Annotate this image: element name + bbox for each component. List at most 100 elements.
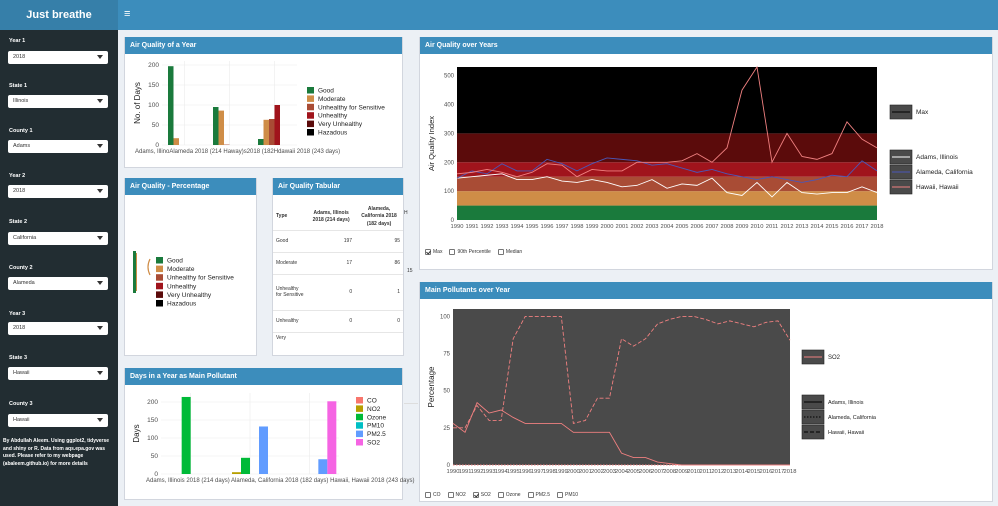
county-1-select[interactable]: Adams: [8, 140, 108, 153]
aq-year-panel: Air Quality of a Year 0 50 100 150 200 No. of…: [124, 37, 403, 168]
table-header: Alameda, California 2018 (182 days): [361, 206, 397, 227]
app-brand[interactable]: Just breathe: [0, 0, 118, 30]
table-header-row: Type Adams, Illinois 2018 (214 days) Ala…: [273, 204, 403, 230]
pollutants-chart: 0 25 50 75 100 Percentage 1990 1991 1992 1993 1994…: [427, 309, 877, 475]
table-cell: Very: [273, 331, 308, 343]
x-tick-label: 1997: [556, 224, 569, 230]
year-3-select[interactable]: 2018: [8, 322, 108, 335]
checkbox-box[interactable]: [449, 249, 456, 255]
checkbox-box[interactable]: [425, 492, 431, 498]
y-tick-label: 200: [147, 399, 158, 406]
aq-percentage-title: Air Quality - Percentage: [125, 178, 256, 195]
legend-label: Very Unhealthy: [167, 292, 212, 299]
table-header: Adams, Illinois 2018 (214 days): [312, 209, 350, 223]
x-tick-label: 2015: [747, 469, 760, 475]
checkbox-box[interactable]: [527, 492, 534, 498]
aqi-band: [457, 205, 877, 220]
table-row: Very: [273, 331, 403, 343]
x-tick-label: 2001: [579, 469, 592, 475]
bar: [173, 138, 179, 145]
table-row: Unhealthy for Sensitive 0 1: [273, 273, 403, 311]
x-tick-label: 1995: [507, 469, 520, 475]
bar: [318, 459, 328, 474]
county-3-select[interactable]: Hawaii: [8, 414, 108, 427]
state-2-select[interactable]: California: [8, 232, 108, 245]
table-row: Unhealthy 0 0: [273, 309, 403, 333]
year-1-value: 2018: [13, 54, 26, 60]
table-row: Moderate 17 86: [273, 251, 403, 275]
table-cell: [307, 331, 356, 343]
legend-key: [356, 405, 363, 412]
checkbox-box[interactable]: [497, 249, 504, 255]
bar: [168, 66, 174, 145]
pollutant-checkbox-pm10[interactable]: PM10: [556, 492, 578, 498]
checkbox-box[interactable]: [425, 249, 431, 255]
pollutant-checkbox-ozone[interactable]: Ozone: [497, 492, 521, 498]
pollutant-checkbox-co[interactable]: CO: [425, 492, 441, 498]
y-tick-label: 50: [443, 389, 450, 395]
legend-key: [307, 103, 314, 111]
y-tick-label: 0: [154, 471, 158, 478]
county-2-select[interactable]: Alameda: [8, 277, 108, 290]
table-cell: 95: [355, 229, 403, 253]
legend-key: [307, 87, 314, 94]
state-2-label: State 2: [9, 219, 28, 225]
pollutants-panel: Main Pollutants over Year 0 25 50 75 100 Perc…: [419, 282, 993, 502]
checkbox-label: Median: [505, 249, 523, 255]
x-tick-label: 2013: [796, 224, 809, 230]
state-1-select[interactable]: Illinois: [8, 95, 108, 108]
y-tick-label: 100: [148, 102, 159, 109]
chevron-down-icon: [97, 144, 103, 148]
legend-key: [307, 120, 314, 128]
county-3-value: Hawaii: [13, 417, 30, 423]
stat-checkbox-90th-percentile[interactable]: 90th Percentile: [449, 249, 491, 255]
bar: [213, 107, 219, 145]
x-tick-label: 2017: [772, 469, 785, 475]
state-3-select[interactable]: Hawaii: [8, 367, 108, 380]
county-2-label: County 2: [9, 265, 33, 271]
x-tick-label: 2011: [700, 469, 712, 475]
stat-checkbox-median[interactable]: Median: [497, 249, 523, 255]
table-cell: 0: [355, 309, 403, 333]
chevron-down-icon: [97, 418, 103, 422]
x-tick-label: 1993: [483, 469, 496, 475]
x-tick-label: 2009: [675, 469, 688, 475]
legend-label: Good: [167, 258, 183, 265]
pollutant-checkbox-pm2-5[interactable]: PM2.5: [527, 492, 550, 498]
year-1-select[interactable]: 2018: [8, 51, 108, 64]
x-tick-label: 2014: [735, 469, 749, 475]
pie-slice: [133, 251, 136, 293]
checkbox-box[interactable]: [556, 492, 563, 498]
y-tick-label: 0: [451, 218, 455, 224]
legend-label: Unhealthy for Sensitive: [167, 275, 234, 282]
checkbox-box[interactable]: [497, 492, 504, 498]
x-tick-label: 1990: [451, 224, 464, 230]
plot-background: [453, 309, 790, 465]
menu-toggle-icon[interactable]: ≡: [124, 8, 131, 20]
checkbox-box[interactable]: [472, 492, 479, 498]
legend-label: NO2: [367, 406, 381, 413]
checkbox-label: NO2: [455, 492, 466, 498]
main-pollutant-chart: 0 50 100 150 200 Days Adams, Illinois 2018 (21…: [132, 393, 414, 484]
pollutant-checkbox-no2[interactable]: NO2: [447, 492, 466, 498]
county-1-label: County 1: [9, 128, 33, 134]
table-cell: 1: [355, 273, 403, 311]
table-cell: 86: [355, 251, 403, 275]
year-2-label: Year 2: [9, 173, 26, 179]
y-axis-title: Air Quality Index: [427, 116, 436, 171]
year-2-select[interactable]: 2018: [8, 185, 108, 198]
x-tick-label: 1999: [555, 469, 568, 475]
aq-years-stat-checkboxes: Max 90th Percentile Median: [425, 249, 529, 255]
table-header: Type: [276, 213, 288, 220]
stat-checkbox-max[interactable]: Max: [425, 249, 442, 255]
x-tick-label: 1992: [481, 224, 494, 230]
pollutant-checkbox-so2[interactable]: SO2: [472, 492, 491, 498]
x-tick-label: 2009: [736, 224, 749, 230]
x-tick-label: 2013: [723, 469, 736, 475]
legend-label: Hazadous: [318, 130, 348, 137]
y-tick-label: 100: [444, 189, 455, 195]
bar: [232, 472, 241, 474]
checkbox-box[interactable]: [447, 492, 454, 498]
legend-label: Unhealthy for Sensitive: [318, 104, 385, 111]
y-axis-title: Days: [132, 424, 141, 442]
